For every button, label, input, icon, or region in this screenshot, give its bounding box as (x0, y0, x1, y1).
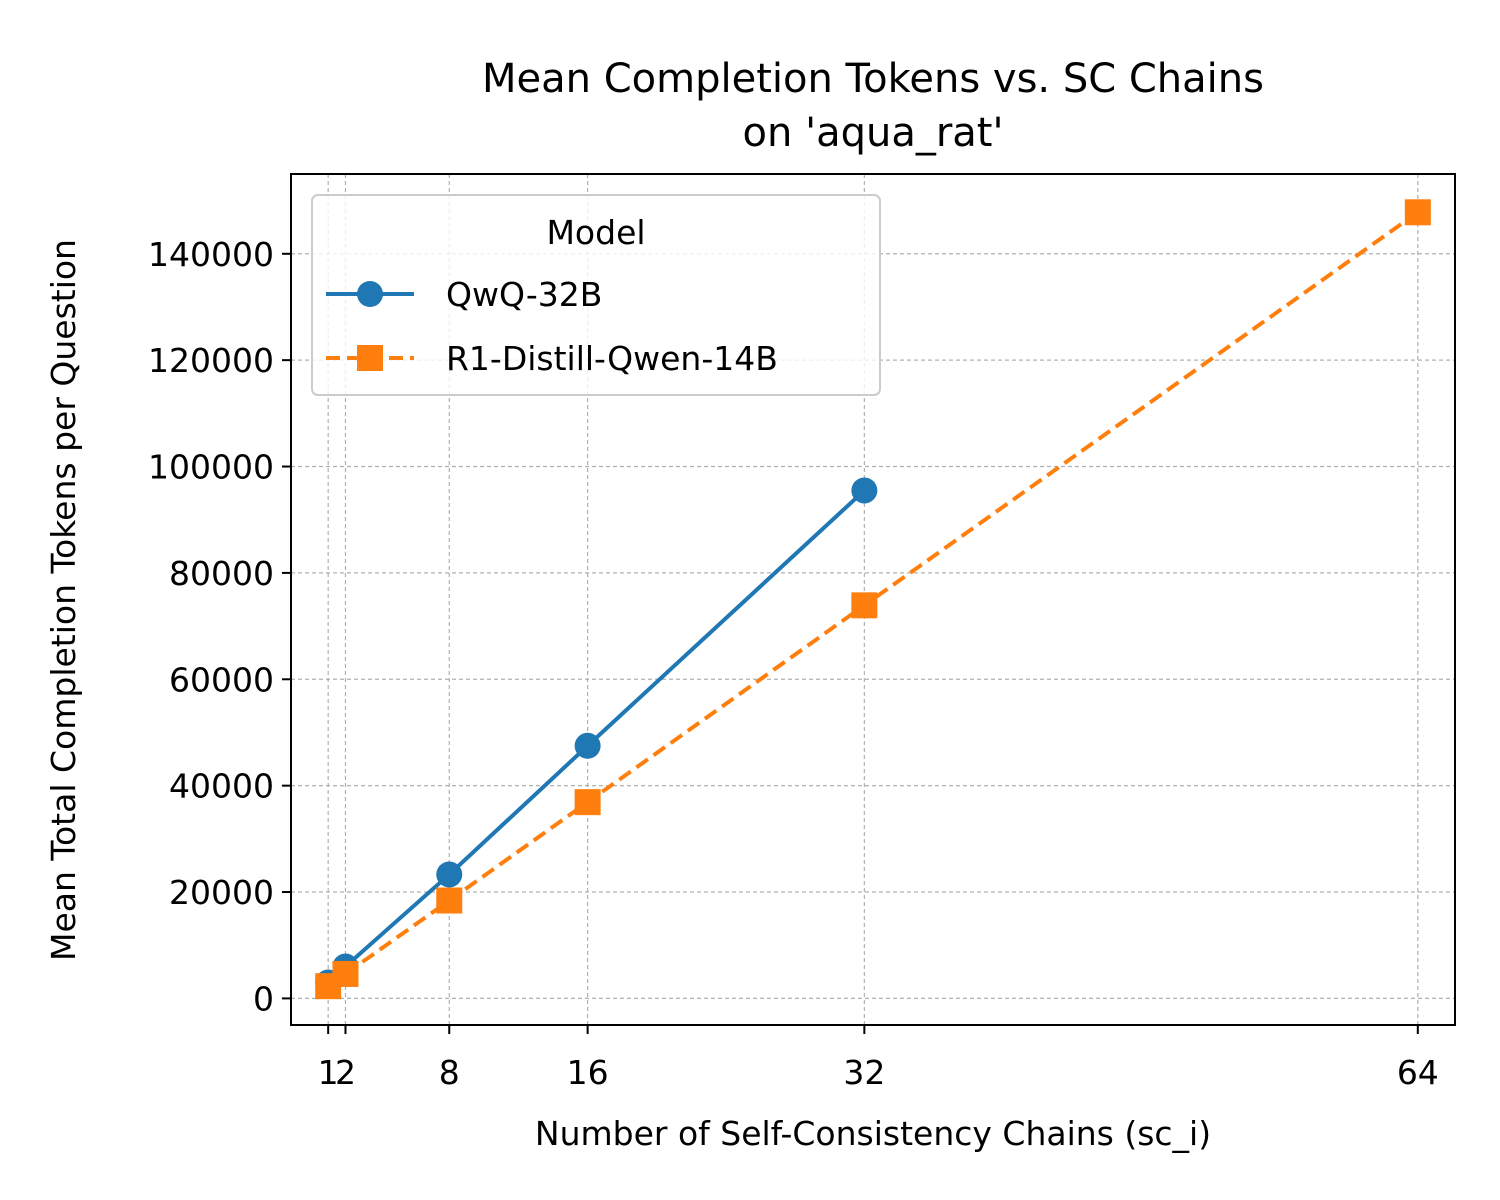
legend-box (311, 194, 881, 396)
y-tick-label: 80000 (169, 554, 274, 593)
y-tick-label: 40000 (169, 767, 274, 806)
data-point-circle (574, 732, 601, 759)
x-tick-label: 8 (439, 1053, 460, 1092)
legend-marker-r1 (357, 345, 383, 371)
data-point-circle (851, 477, 878, 504)
legend-label-r1: R1-Distill-Qwen-14B (446, 339, 778, 378)
x-axis-label: Number of Self-Consistency Chains (sc_i) (535, 1114, 1211, 1153)
x-tick-label: 2 (335, 1053, 356, 1092)
y-tick-label: 120000 (148, 341, 274, 380)
data-point-square (574, 789, 601, 816)
y-tick-label: 60000 (169, 660, 274, 699)
legend: Model QwQ-32B R1-Distill-Qwen-14B (311, 194, 881, 396)
x-tick-label: 16 (567, 1053, 609, 1092)
data-point-square (851, 592, 878, 619)
chart-subtitle: on 'aqua_rat' (743, 110, 1004, 156)
y-tick-label: 0 (253, 979, 274, 1018)
legend-label-qwq: QwQ-32B (446, 275, 602, 314)
legend-marker-qwq (357, 281, 383, 307)
x-tick-label: 1 (318, 1053, 339, 1092)
plot-frame (290, 173, 1456, 1026)
y-tick-label: 20000 (169, 873, 274, 912)
axes: 12 8 16 32 64 0 20000 40000 60000 80000 100000 1200… (148, 235, 1439, 1092)
data-point-square (1404, 199, 1431, 226)
y-tick-label: 140000 (148, 235, 274, 274)
y-axis-label: Mean Total Completion Tokens per Questio… (44, 239, 83, 961)
y-tick-label: 100000 (148, 448, 274, 487)
x-tick-label: 32 (843, 1053, 885, 1092)
data-point-square (436, 887, 463, 914)
data-point-square (332, 960, 359, 987)
data-point-circle (436, 861, 463, 888)
legend-title: Model (546, 213, 645, 252)
x-tick-label: 64 (1397, 1053, 1439, 1092)
chart-title: Mean Completion Tokens vs. SC Chains (482, 56, 1264, 102)
series-line-1 (327, 210, 1419, 988)
plot-series (315, 199, 1431, 1000)
